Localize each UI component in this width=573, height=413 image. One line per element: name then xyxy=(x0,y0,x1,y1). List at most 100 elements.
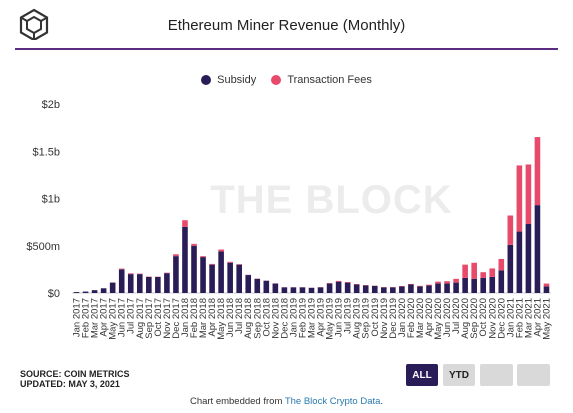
y-tick-label: $0 xyxy=(48,288,60,300)
bar-subsidy xyxy=(498,270,505,293)
x-tick-label: Mar 2019 xyxy=(307,298,318,338)
bar-subsidy xyxy=(281,287,288,293)
bar-transaction-fees xyxy=(498,258,505,271)
x-tick-label: Dec 2020 xyxy=(496,298,507,339)
x-tick-label: Mar 2017 xyxy=(90,298,101,338)
x-tick-label: Dec 2019 xyxy=(388,298,399,339)
bar-subsidy xyxy=(426,285,432,293)
x-tick-label: Apr 2018 xyxy=(207,298,218,337)
bar-subsidy xyxy=(435,283,441,293)
chart-legend: Subsidy Transaction Fees xyxy=(0,74,573,88)
y-tick-label: $1b xyxy=(42,194,60,206)
x-tick-label: Sep 2019 xyxy=(361,298,372,339)
bar-subsidy xyxy=(353,284,360,293)
bar-subsidy xyxy=(444,283,450,293)
x-tick-label: Feb 2020 xyxy=(406,298,417,338)
range-ytd-button[interactable]: YTD xyxy=(443,364,475,386)
bar-subsidy xyxy=(272,283,279,293)
x-tick-label: Jul 2018 xyxy=(234,298,245,334)
x-tick-label: Jan 2020 xyxy=(397,298,408,337)
x-tick-label: Aug 2019 xyxy=(352,298,363,339)
bar-subsidy xyxy=(191,245,197,293)
y-tick-label: $500m xyxy=(26,241,60,253)
bar-subsidy xyxy=(227,262,233,293)
x-tick-label: Jan 2018 xyxy=(180,298,191,337)
bar-subsidy xyxy=(417,286,423,293)
bar-subsidy xyxy=(344,282,351,293)
x-tick-label: Feb 2019 xyxy=(297,298,308,338)
x-tick-label: Apr 2017 xyxy=(99,298,110,337)
bar-subsidy xyxy=(480,277,487,293)
x-tick-label: Sep 2018 xyxy=(252,298,263,339)
bar-transaction-fees xyxy=(444,281,450,284)
legend-swatch-transaction-fees xyxy=(271,75,282,85)
x-tick-label: Feb 2017 xyxy=(81,298,92,338)
x-tick-label: Jul 2020 xyxy=(451,298,462,334)
bar-subsidy xyxy=(326,283,333,293)
x-tick-label: May 2020 xyxy=(433,298,444,340)
bar-subsidy xyxy=(507,244,514,293)
bar-transaction-fees xyxy=(182,220,188,227)
x-tick-label: Dec 2018 xyxy=(279,298,290,339)
bar-subsidy xyxy=(164,273,170,293)
watermark-text: THE BLOCK xyxy=(210,178,452,222)
x-tick-label: Mar 2018 xyxy=(198,298,209,338)
bar-subsidy xyxy=(127,274,134,293)
bar-transaction-fees xyxy=(480,272,487,278)
bar-subsidy xyxy=(245,275,252,293)
x-tick-label: Aug 2018 xyxy=(243,298,254,339)
bar-transaction-fees xyxy=(426,284,432,286)
source-line: SOURCE: COIN METRICS xyxy=(20,369,130,379)
footer-link[interactable]: The Block Crypto Data xyxy=(284,396,381,407)
x-tick-label: Jan 2017 xyxy=(72,298,83,337)
bar-transaction-fees xyxy=(462,264,468,278)
footer-suffix: . xyxy=(380,396,384,407)
legend-item-subsidy[interactable]: Subsidy xyxy=(201,74,256,86)
the-block-logo-icon xyxy=(19,8,49,40)
legend-label-transaction-fees: Transaction Fees xyxy=(287,74,372,86)
bar-subsidy xyxy=(263,280,270,293)
bar-subsidy xyxy=(299,287,306,293)
x-tick-label: Jun 2018 xyxy=(225,298,236,337)
bar-transaction-fees xyxy=(227,261,233,263)
bar-transaction-fees xyxy=(127,273,134,275)
x-tick-label: Jul 2019 xyxy=(343,298,354,334)
bar-transaction-fees xyxy=(525,164,532,225)
x-tick-label: Mar 2020 xyxy=(415,298,426,338)
bar-transaction-fees xyxy=(200,256,206,258)
x-tick-label: Jun 2019 xyxy=(334,298,345,337)
bar-transaction-fees xyxy=(534,137,541,206)
bar-subsidy xyxy=(534,205,541,293)
bar-subsidy xyxy=(200,257,206,293)
x-tick-label: Feb 2018 xyxy=(189,298,200,338)
legend-label-subsidy: Subsidy xyxy=(217,74,257,86)
x-tick-label: Oct 2020 xyxy=(478,298,489,337)
bar-transaction-fees xyxy=(435,281,441,284)
x-tick-label: Jun 2017 xyxy=(117,298,128,337)
range-all-button[interactable]: ALL xyxy=(406,364,438,386)
x-tick-label: Feb 2021 xyxy=(514,298,525,338)
bar-subsidy xyxy=(317,287,324,293)
bar-subsidy xyxy=(146,276,152,293)
bar-transaction-fees xyxy=(543,283,550,287)
legend-item-transaction-fees[interactable]: Transaction Fees xyxy=(271,74,372,86)
x-tick-label: Dec 2017 xyxy=(171,298,182,339)
x-tick-label: Sep 2020 xyxy=(469,298,480,339)
x-tick-label: May 2017 xyxy=(108,298,119,340)
bar-subsidy xyxy=(489,276,496,293)
bar-subsidy xyxy=(516,231,523,293)
bar-transaction-fees xyxy=(218,249,224,252)
x-tick-label: Apr 2021 xyxy=(532,298,543,337)
bar-subsidy xyxy=(173,256,179,293)
range-button-blank-2[interactable] xyxy=(517,364,550,386)
range-button-blank-1[interactable] xyxy=(480,364,513,386)
bar-subsidy xyxy=(408,284,414,293)
bar-subsidy xyxy=(371,285,378,293)
chart-title: Ethereum Miner Revenue (Monthly) xyxy=(167,17,406,34)
bar-subsidy xyxy=(236,264,242,293)
bar-subsidy xyxy=(91,290,98,293)
bar-transaction-fees xyxy=(417,285,423,287)
bar-transaction-fees xyxy=(408,283,414,285)
x-tick-label: Oct 2018 xyxy=(261,298,272,337)
bar-subsidy xyxy=(453,282,459,293)
